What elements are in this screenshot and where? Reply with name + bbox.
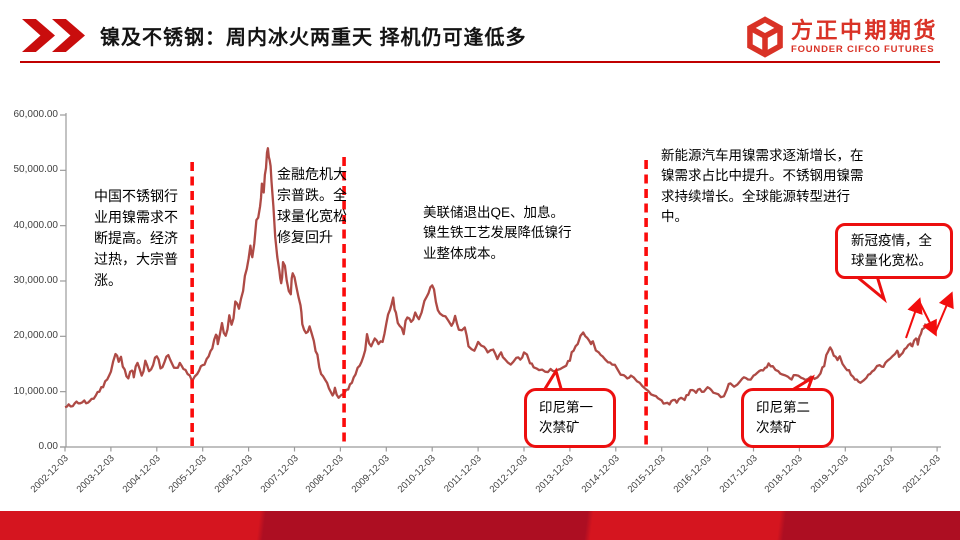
company-logo: 方正中期期货 FOUNDER CIFCO FUTURES (746, 16, 938, 58)
logo-text-cn: 方正中期期货 (790, 18, 938, 44)
callout-indonesia-ban-2: 印尼第二 次禁矿 (741, 388, 834, 448)
annotation-fed-qe: 美联储退出QE、加息。 镍生铁工艺发展降低镍行 业整体成本。 (423, 205, 572, 261)
price-line (64, 147, 927, 409)
callout-tail (851, 274, 887, 304)
trend-arrow (934, 291, 954, 334)
y-axis-tick-label: 30,000.00 (13, 274, 59, 286)
annotation-china-demand: 中国不锈钢行 业用镍需求不 断提高。经济 过热，大宗普 涨。 (94, 188, 178, 288)
y-axis-tick-label: 20,000.00 (13, 330, 59, 342)
y-axis-tick-label: 60,000.00 (13, 109, 59, 120)
header-divider (20, 61, 940, 63)
logo-text-en: FOUNDER CIFCO FUTURES (790, 43, 935, 55)
header: 镍及不锈钢：周内冰火两重天 择机仍可逢低多 方正中期期货 FOUNDER CIF… (0, 0, 960, 64)
nickel-price-chart: 60,000.00 50,000.00 40,000.00 30,000.00 20,0… (0, 64, 960, 511)
callout-indonesia-ban-1: 印尼第一 次禁矿 (524, 388, 616, 448)
y-axis-tick-label: 0.00 (38, 440, 58, 452)
trend-arrow (918, 300, 937, 337)
page-title: 镍及不锈钢：周内冰火两重天 择机仍可逢低多 (100, 27, 527, 49)
annotation-financial-crisis: 金融危机大 宗普跌。全 球量化宽松 修复回升 (277, 166, 347, 245)
y-axis-tick-label: 40,000.00 (13, 219, 59, 231)
chevron-right-icon (52, 19, 85, 52)
y-axis-tick-label: 50,000.00 (13, 164, 59, 176)
annotation-new-energy: 新能源汽车用镍需求逐渐增长，在 镍需求占比中提升。不锈钢用镍需 求持续增长。全球… (661, 148, 864, 224)
trend-arrow (905, 297, 923, 339)
callout-covid: 新冠疫情，全 球量化宽松。 (835, 223, 953, 279)
y-axis-tick-label: 10,000.00 (13, 385, 59, 397)
chevron-right-icon (22, 19, 55, 52)
cube-logo-icon (747, 16, 783, 58)
footer-bar (0, 511, 960, 540)
